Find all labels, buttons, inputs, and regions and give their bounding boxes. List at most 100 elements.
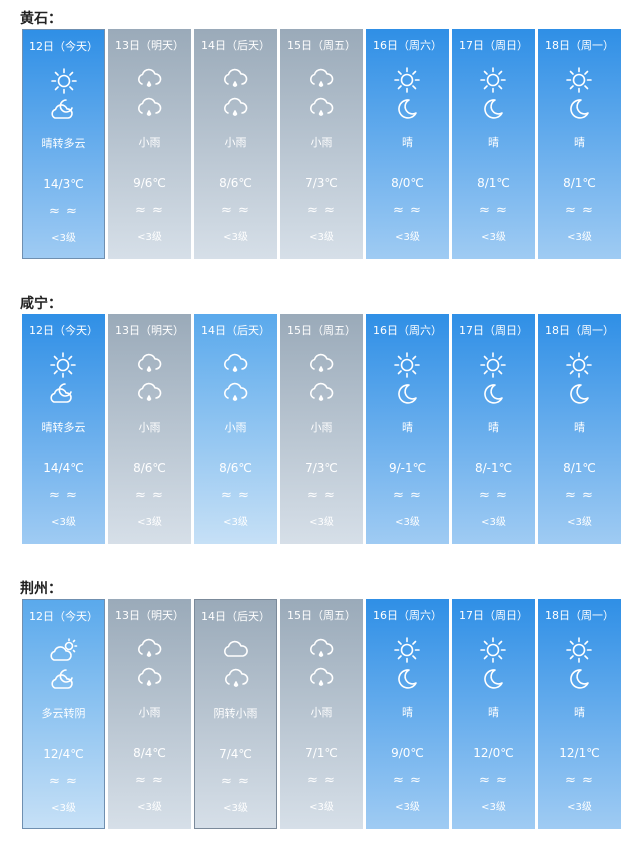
wind-icon: ≈ ≈ [307,203,336,218]
rain-icon [220,94,250,124]
day-card[interactable]: 12日（今天） 晴转多云 14/4℃ ≈ ≈ <3级 [22,314,105,544]
wind-icon: ≈ ≈ [135,488,164,503]
day-card[interactable]: 15日（周五） 小雨 7/1℃ ≈ ≈ <3级 [280,599,363,829]
day-card[interactable]: 12日（今天） 多云转阴 12/4℃ ≈ ≈ <3级 [22,599,105,829]
wind-level: <3级 [51,233,76,244]
city-forecast-section: 荆州： 12日（今天） 多云转阴 12/4℃ ≈ ≈ <3级 13日（明天） 小… [0,578,640,838]
city-title: 咸宁： [20,296,62,312]
weather-description: 晴 [574,421,585,434]
weather-description: 小雨 [138,136,161,149]
wind-level: <3级 [309,802,334,813]
temperature: 7/4℃ [219,747,252,761]
wind-level: <3级 [309,232,334,243]
weather-description: 小雨 [138,706,161,719]
wind-level: <3级 [395,802,420,813]
temperature: 8/1℃ [563,176,596,190]
temperature: 9/-1℃ [388,461,427,475]
weather-description: 晴转多云 [41,137,86,150]
wind-icon: ≈ ≈ [135,773,164,788]
wind-level: <3级 [567,517,592,528]
day-card[interactable]: 18日（周一） 晴 12/1℃ ≈ ≈ <3级 [538,599,621,829]
temperature: 9/0℃ [391,746,424,760]
day-card[interactable]: 18日（周一） 晴 8/1℃ ≈ ≈ <3级 [538,314,621,544]
partly-cloudy-day-icon [49,636,79,666]
wind-level: <3级 [137,517,162,528]
moon-icon [392,379,422,409]
partly-cloudy-night-icon [48,379,78,409]
sun-icon [392,350,422,380]
temperature: 8/1℃ [477,176,510,190]
weather-description: 晴转多云 [41,421,86,434]
wind-icon: ≈ ≈ [565,773,594,788]
day-card[interactable]: 14日（后天） 阴转小雨 7/4℃ ≈ ≈ <3级 [194,599,277,829]
day-date: 15日（周五） [287,609,356,622]
city-forecast-section: 咸宁： 12日（今天） 晴转多云 14/4℃ ≈ ≈ <3级 13日（明天） 小… [0,293,640,553]
sun-icon [478,350,508,380]
rain-icon [134,350,164,380]
day-date: 18日（周一） [545,324,614,337]
day-card[interactable]: 13日（明天） 小雨 8/4℃ ≈ ≈ <3级 [108,599,191,829]
forecast-row: 12日（今天） 晴转多云 14/3℃ ≈ ≈ <3级 13日（明天） 小雨 9/… [22,29,623,259]
rain-icon [306,65,336,95]
sun-icon [49,66,79,96]
temperature: 12/4℃ [43,747,84,761]
moon-icon [478,379,508,409]
wind-icon: ≈ ≈ [479,488,508,503]
wind-level: <3级 [223,803,248,814]
weather-description: 晴 [574,706,585,719]
sun-icon [392,635,422,665]
weather-description: 晴 [488,706,499,719]
weather-description: 晴 [488,421,499,434]
day-card[interactable]: 15日（周五） 小雨 7/3℃ ≈ ≈ <3级 [280,29,363,259]
day-date: 16日（周六） [373,39,442,52]
wind-icon: ≈ ≈ [221,488,250,503]
weather-description: 小雨 [138,421,161,434]
wind-level: <3级 [567,802,592,813]
rain-icon [134,65,164,95]
moon-icon [564,664,594,694]
moon-icon [392,94,422,124]
temperature: 7/3℃ [305,461,338,475]
weather-description: 小雨 [310,706,333,719]
sun-icon [564,635,594,665]
rain-icon [306,94,336,124]
day-card[interactable]: 12日（今天） 晴转多云 14/3℃ ≈ ≈ <3级 [22,29,105,259]
rain-icon [220,350,250,380]
weather-description: 小雨 [310,136,333,149]
weather-description: 小雨 [224,136,247,149]
wind-level: <3级 [137,802,162,813]
day-card[interactable]: 18日（周一） 晴 8/1℃ ≈ ≈ <3级 [538,29,621,259]
sun-icon [564,65,594,95]
temperature: 8/6℃ [219,461,252,475]
wind-icon: ≈ ≈ [135,203,164,218]
wind-level: <3级 [309,517,334,528]
day-card[interactable]: 15日（周五） 小雨 7/3℃ ≈ ≈ <3级 [280,314,363,544]
day-card[interactable]: 16日（周六） 晴 8/0℃ ≈ ≈ <3级 [366,29,449,259]
day-date: 13日（明天） [115,39,184,52]
day-card[interactable]: 14日（后天） 小雨 8/6℃ ≈ ≈ <3级 [194,314,277,544]
wind-level: <3级 [137,232,162,243]
day-date: 16日（周六） [373,609,442,622]
partly-cloudy-night-icon [49,95,79,125]
day-date: 16日（周六） [373,324,442,337]
forecast-row: 12日（今天） 晴转多云 14/4℃ ≈ ≈ <3级 13日（明天） 小雨 8/… [22,314,623,544]
rain-icon [220,65,250,95]
rain-icon [134,664,164,694]
weather-description: 晴 [488,136,499,149]
day-card[interactable]: 13日（明天） 小雨 8/6℃ ≈ ≈ <3级 [108,314,191,544]
wind-level: <3级 [481,517,506,528]
wind-icon: ≈ ≈ [221,203,250,218]
day-card[interactable]: 17日（周日） 晴 8/-1℃ ≈ ≈ <3级 [452,314,535,544]
temperature: 14/3℃ [43,177,84,191]
sun-icon [392,65,422,95]
wind-icon: ≈ ≈ [393,773,422,788]
weather-description: 阴转小雨 [213,707,258,720]
day-date: 15日（周五） [287,39,356,52]
day-card[interactable]: 14日（后天） 小雨 8/6℃ ≈ ≈ <3级 [194,29,277,259]
day-card[interactable]: 13日（明天） 小雨 9/6℃ ≈ ≈ <3级 [108,29,191,259]
day-card[interactable]: 17日（周日） 晴 8/1℃ ≈ ≈ <3级 [452,29,535,259]
day-card[interactable]: 16日（周六） 晴 9/-1℃ ≈ ≈ <3级 [366,314,449,544]
day-card[interactable]: 17日（周日） 晴 12/0℃ ≈ ≈ <3级 [452,599,535,829]
day-card[interactable]: 16日（周六） 晴 9/0℃ ≈ ≈ <3级 [366,599,449,829]
temperature: 8/1℃ [563,461,596,475]
